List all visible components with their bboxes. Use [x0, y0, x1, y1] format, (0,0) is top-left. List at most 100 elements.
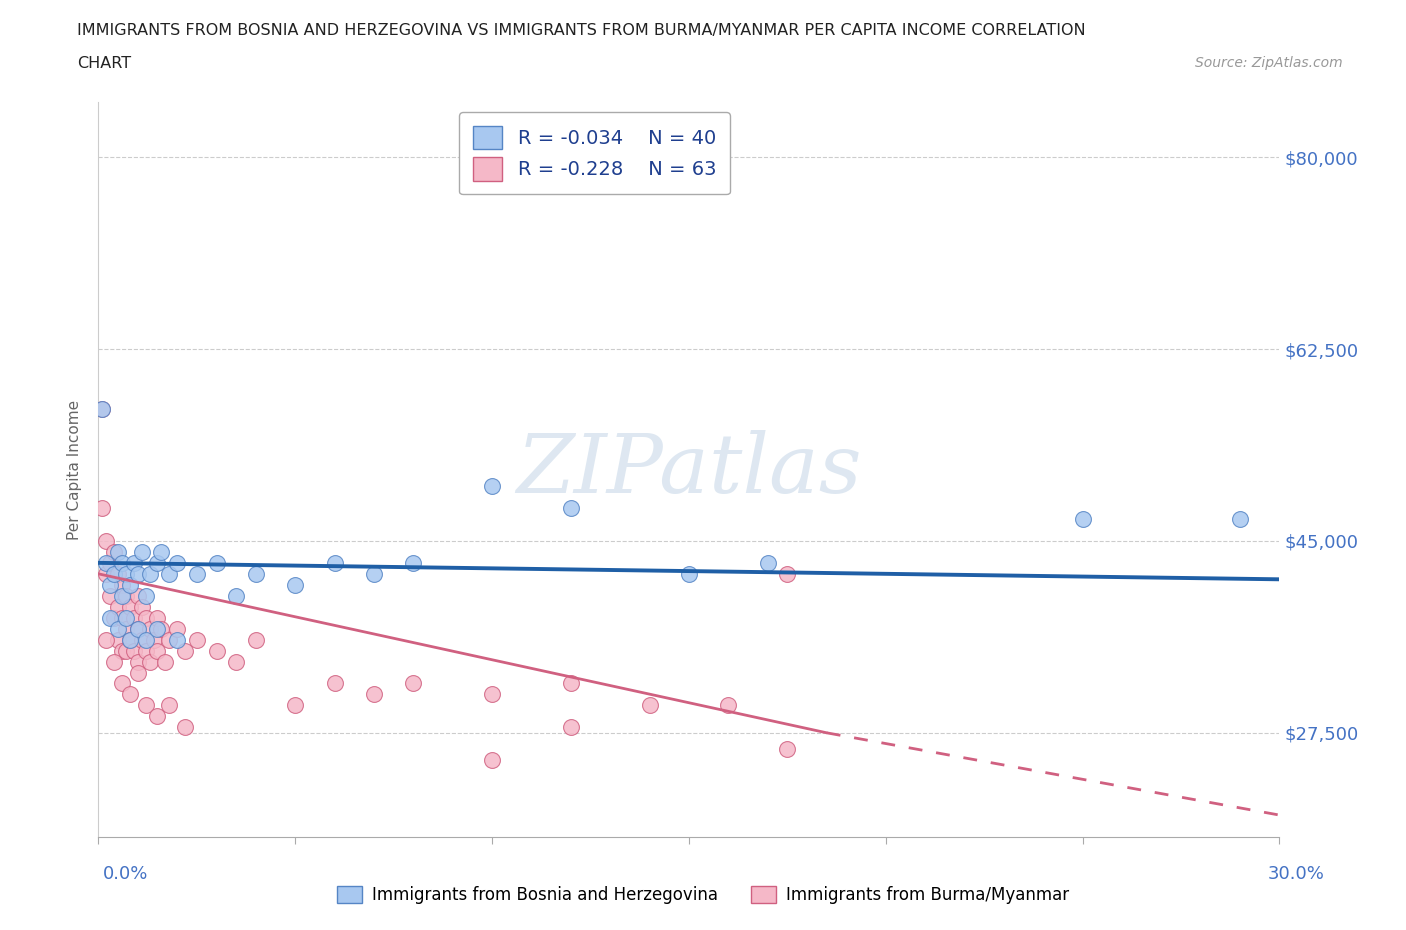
Point	[111, 644, 134, 658]
Point	[481, 479, 503, 494]
Point	[363, 687, 385, 702]
Point	[402, 676, 425, 691]
Point	[146, 709, 169, 724]
Point	[150, 544, 173, 559]
Point	[118, 632, 141, 647]
Point	[186, 632, 208, 647]
Point	[111, 589, 134, 604]
Point	[155, 654, 177, 669]
Point	[638, 698, 661, 713]
Point	[131, 599, 153, 614]
Point	[560, 500, 582, 515]
Point	[225, 589, 247, 604]
Point	[146, 610, 169, 625]
Point	[127, 621, 149, 636]
Point	[323, 555, 346, 570]
Point	[107, 599, 129, 614]
Text: ZIPatlas: ZIPatlas	[516, 430, 862, 510]
Point	[98, 578, 121, 592]
Point	[146, 555, 169, 570]
Legend: Immigrants from Bosnia and Herzegovina, Immigrants from Burma/Myanmar: Immigrants from Bosnia and Herzegovina, …	[330, 879, 1076, 910]
Point	[138, 621, 160, 636]
Point	[98, 555, 121, 570]
Point	[205, 555, 228, 570]
Point	[776, 742, 799, 757]
Point	[284, 578, 307, 592]
Point	[115, 610, 138, 625]
Point	[560, 720, 582, 735]
Point	[98, 610, 121, 625]
Point	[135, 632, 157, 647]
Y-axis label: Per Capita Income: Per Capita Income	[67, 400, 83, 539]
Point	[756, 555, 779, 570]
Point	[96, 566, 118, 581]
Text: 0.0%: 0.0%	[103, 865, 148, 883]
Point	[166, 555, 188, 570]
Point	[284, 698, 307, 713]
Point	[135, 644, 157, 658]
Point	[91, 402, 114, 417]
Point	[174, 644, 197, 658]
Legend: R = -0.034    N = 40, R = -0.228    N = 63: R = -0.034 N = 40, R = -0.228 N = 63	[460, 112, 730, 194]
Point	[96, 632, 118, 647]
Point	[142, 632, 165, 647]
Point	[481, 752, 503, 767]
Point	[96, 534, 118, 549]
Point	[135, 589, 157, 604]
Point	[98, 589, 121, 604]
Point	[363, 566, 385, 581]
Point	[127, 589, 149, 604]
Point	[481, 687, 503, 702]
Point	[135, 698, 157, 713]
Point	[127, 654, 149, 669]
Point	[115, 566, 138, 581]
Text: 30.0%: 30.0%	[1268, 865, 1324, 883]
Point	[205, 644, 228, 658]
Point	[96, 555, 118, 570]
Point	[118, 578, 141, 592]
Point	[107, 632, 129, 647]
Point	[776, 566, 799, 581]
Point	[103, 610, 125, 625]
Point	[135, 610, 157, 625]
Point	[131, 632, 153, 647]
Point	[186, 566, 208, 581]
Point	[91, 402, 114, 417]
Text: IMMIGRANTS FROM BOSNIA AND HERZEGOVINA VS IMMIGRANTS FROM BURMA/MYANMAR PER CAPI: IMMIGRANTS FROM BOSNIA AND HERZEGOVINA V…	[77, 23, 1085, 38]
Text: Source: ZipAtlas.com: Source: ZipAtlas.com	[1195, 56, 1343, 70]
Point	[118, 599, 141, 614]
Point	[225, 654, 247, 669]
Point	[560, 676, 582, 691]
Point	[1071, 512, 1094, 526]
Point	[323, 676, 346, 691]
Point	[115, 644, 138, 658]
Text: CHART: CHART	[77, 56, 131, 71]
Point	[118, 687, 141, 702]
Point	[157, 566, 180, 581]
Point	[174, 720, 197, 735]
Point	[131, 544, 153, 559]
Point	[245, 632, 267, 647]
Point	[91, 500, 114, 515]
Point	[118, 632, 141, 647]
Point	[157, 632, 180, 647]
Point	[245, 566, 267, 581]
Point	[678, 566, 700, 581]
Point	[107, 566, 129, 581]
Point	[122, 610, 145, 625]
Point	[166, 632, 188, 647]
Point	[103, 654, 125, 669]
Point	[146, 621, 169, 636]
Point	[111, 610, 134, 625]
Point	[166, 621, 188, 636]
Point	[1229, 512, 1251, 526]
Point	[717, 698, 740, 713]
Point	[150, 621, 173, 636]
Point	[157, 698, 180, 713]
Point	[111, 555, 134, 570]
Point	[122, 555, 145, 570]
Point	[107, 621, 129, 636]
Point	[127, 665, 149, 680]
Point	[103, 544, 125, 559]
Point	[138, 654, 160, 669]
